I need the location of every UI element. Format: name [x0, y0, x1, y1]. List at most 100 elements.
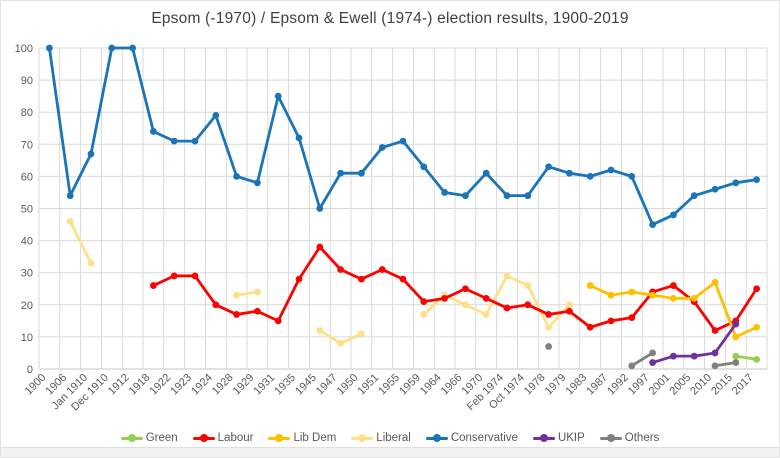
x-tick-label: 1955 [376, 372, 402, 398]
data-point-liberal [503, 272, 511, 280]
legend-item-others: Others [599, 432, 660, 444]
bottom-strip [1, 447, 779, 457]
x-tick-label: 1997 [626, 372, 652, 398]
legend-marker-green [120, 434, 143, 443]
legend-item-ukip: UKIP [532, 432, 585, 444]
x-tick-label: 1964 [418, 372, 444, 398]
x-tick-label: 1947 [314, 372, 340, 398]
data-point-liberal [524, 282, 532, 289]
data-point-conservative [337, 169, 344, 177]
data-point-labour [212, 301, 220, 309]
x-tick-label: 1931 [252, 372, 278, 398]
x-tick-label: 1935 [272, 372, 298, 398]
data-point-lib-dem [649, 291, 656, 299]
x-tick-label: 1918 [127, 372, 153, 398]
series-lib-dem [586, 278, 760, 341]
data-point-labour [233, 311, 241, 318]
data-point-labour [607, 317, 615, 325]
x-tick-label: 2005 [668, 372, 694, 398]
y-tick-label: 60 [21, 171, 33, 183]
series-others [545, 343, 740, 370]
x-tick-label: 1951 [356, 372, 382, 398]
x-tick-label: 1959 [397, 372, 423, 398]
data-point-conservative [129, 44, 137, 52]
x-tick-label: 2015 [709, 372, 735, 398]
data-point-conservative [482, 169, 490, 177]
data-point-green [732, 352, 740, 360]
data-point-labour [711, 327, 719, 334]
data-point-conservative [316, 205, 324, 212]
legend-marker-labour [192, 434, 215, 443]
y-tick-label: 10 [21, 332, 33, 344]
data-point-conservative [87, 150, 95, 158]
data-point-liberal [566, 301, 573, 309]
legend-label-others: Others [624, 432, 660, 444]
data-point-labour [503, 304, 511, 312]
data-point-conservative [711, 185, 719, 193]
data-point-labour [441, 294, 448, 302]
data-point-ukip [690, 352, 698, 360]
data-point-labour [170, 272, 178, 280]
data-point-labour [378, 266, 386, 273]
data-point-labour [399, 275, 407, 283]
data-point-conservative [212, 112, 220, 119]
data-point-labour [358, 275, 365, 283]
data-point-lib-dem [753, 323, 760, 331]
x-tick-label: 1950 [335, 372, 361, 398]
y-tick-label: 90 [21, 75, 33, 87]
data-point-liberal [462, 301, 469, 309]
y-tick-label: 70 [21, 139, 33, 151]
x-tick-label: 2017 [730, 372, 756, 398]
data-point-lib-dem [711, 278, 719, 286]
legend-marker-lib-dem [268, 434, 291, 443]
x-tick-label: 1922 [148, 372, 174, 398]
data-point-conservative [378, 144, 386, 151]
data-point-liberal [482, 311, 490, 318]
x-tick-label: 2010 [688, 372, 714, 398]
legend-label-conservative: Conservative [450, 432, 518, 444]
data-point-conservative [566, 169, 573, 177]
data-point-ukip [732, 320, 740, 328]
data-point-liberal [316, 327, 324, 334]
x-tick-label: 1928 [210, 372, 236, 398]
series-green [732, 352, 760, 363]
data-point-liberal [545, 323, 552, 331]
data-point-liberal [358, 330, 365, 338]
data-point-others [628, 362, 636, 370]
data-point-conservative [524, 192, 532, 200]
data-point-liberal [254, 288, 261, 296]
data-point-liberal [66, 217, 74, 225]
data-point-conservative [358, 169, 365, 177]
x-tick-label: 1924 [189, 372, 215, 398]
data-point-labour [566, 307, 573, 315]
data-point-conservative [399, 137, 407, 145]
data-point-labour [482, 294, 490, 302]
data-point-others [711, 362, 719, 370]
data-point-conservative [233, 173, 241, 180]
legend-item-conservative: Conservative [425, 432, 518, 444]
legend-marker-conservative [425, 434, 448, 443]
data-point-conservative [607, 166, 615, 174]
y-tick-label: 0 [27, 364, 33, 376]
x-tick-label: 1983 [564, 372, 590, 398]
data-point-conservative [170, 137, 178, 145]
data-point-lib-dem [628, 288, 636, 296]
data-point-labour [316, 243, 324, 251]
y-tick-label: 30 [21, 268, 33, 280]
legend-label-lib-dem: Lib Dem [293, 432, 337, 444]
legend-marker-liberal [351, 434, 374, 443]
data-point-ukip [670, 352, 677, 360]
x-tick-label: 1929 [231, 372, 257, 398]
data-point-conservative [191, 137, 199, 145]
x-tick-label: 1987 [584, 372, 610, 398]
x-tick-label: 2001 [647, 372, 673, 398]
data-point-conservative [66, 192, 74, 200]
data-point-conservative [150, 128, 157, 135]
data-point-others [545, 343, 552, 350]
data-point-labour [274, 317, 282, 325]
y-tick-label: 100 [15, 43, 33, 55]
data-point-labour [524, 301, 532, 309]
legend-item-labour: Labour [192, 432, 253, 444]
data-point-labour [254, 307, 261, 315]
